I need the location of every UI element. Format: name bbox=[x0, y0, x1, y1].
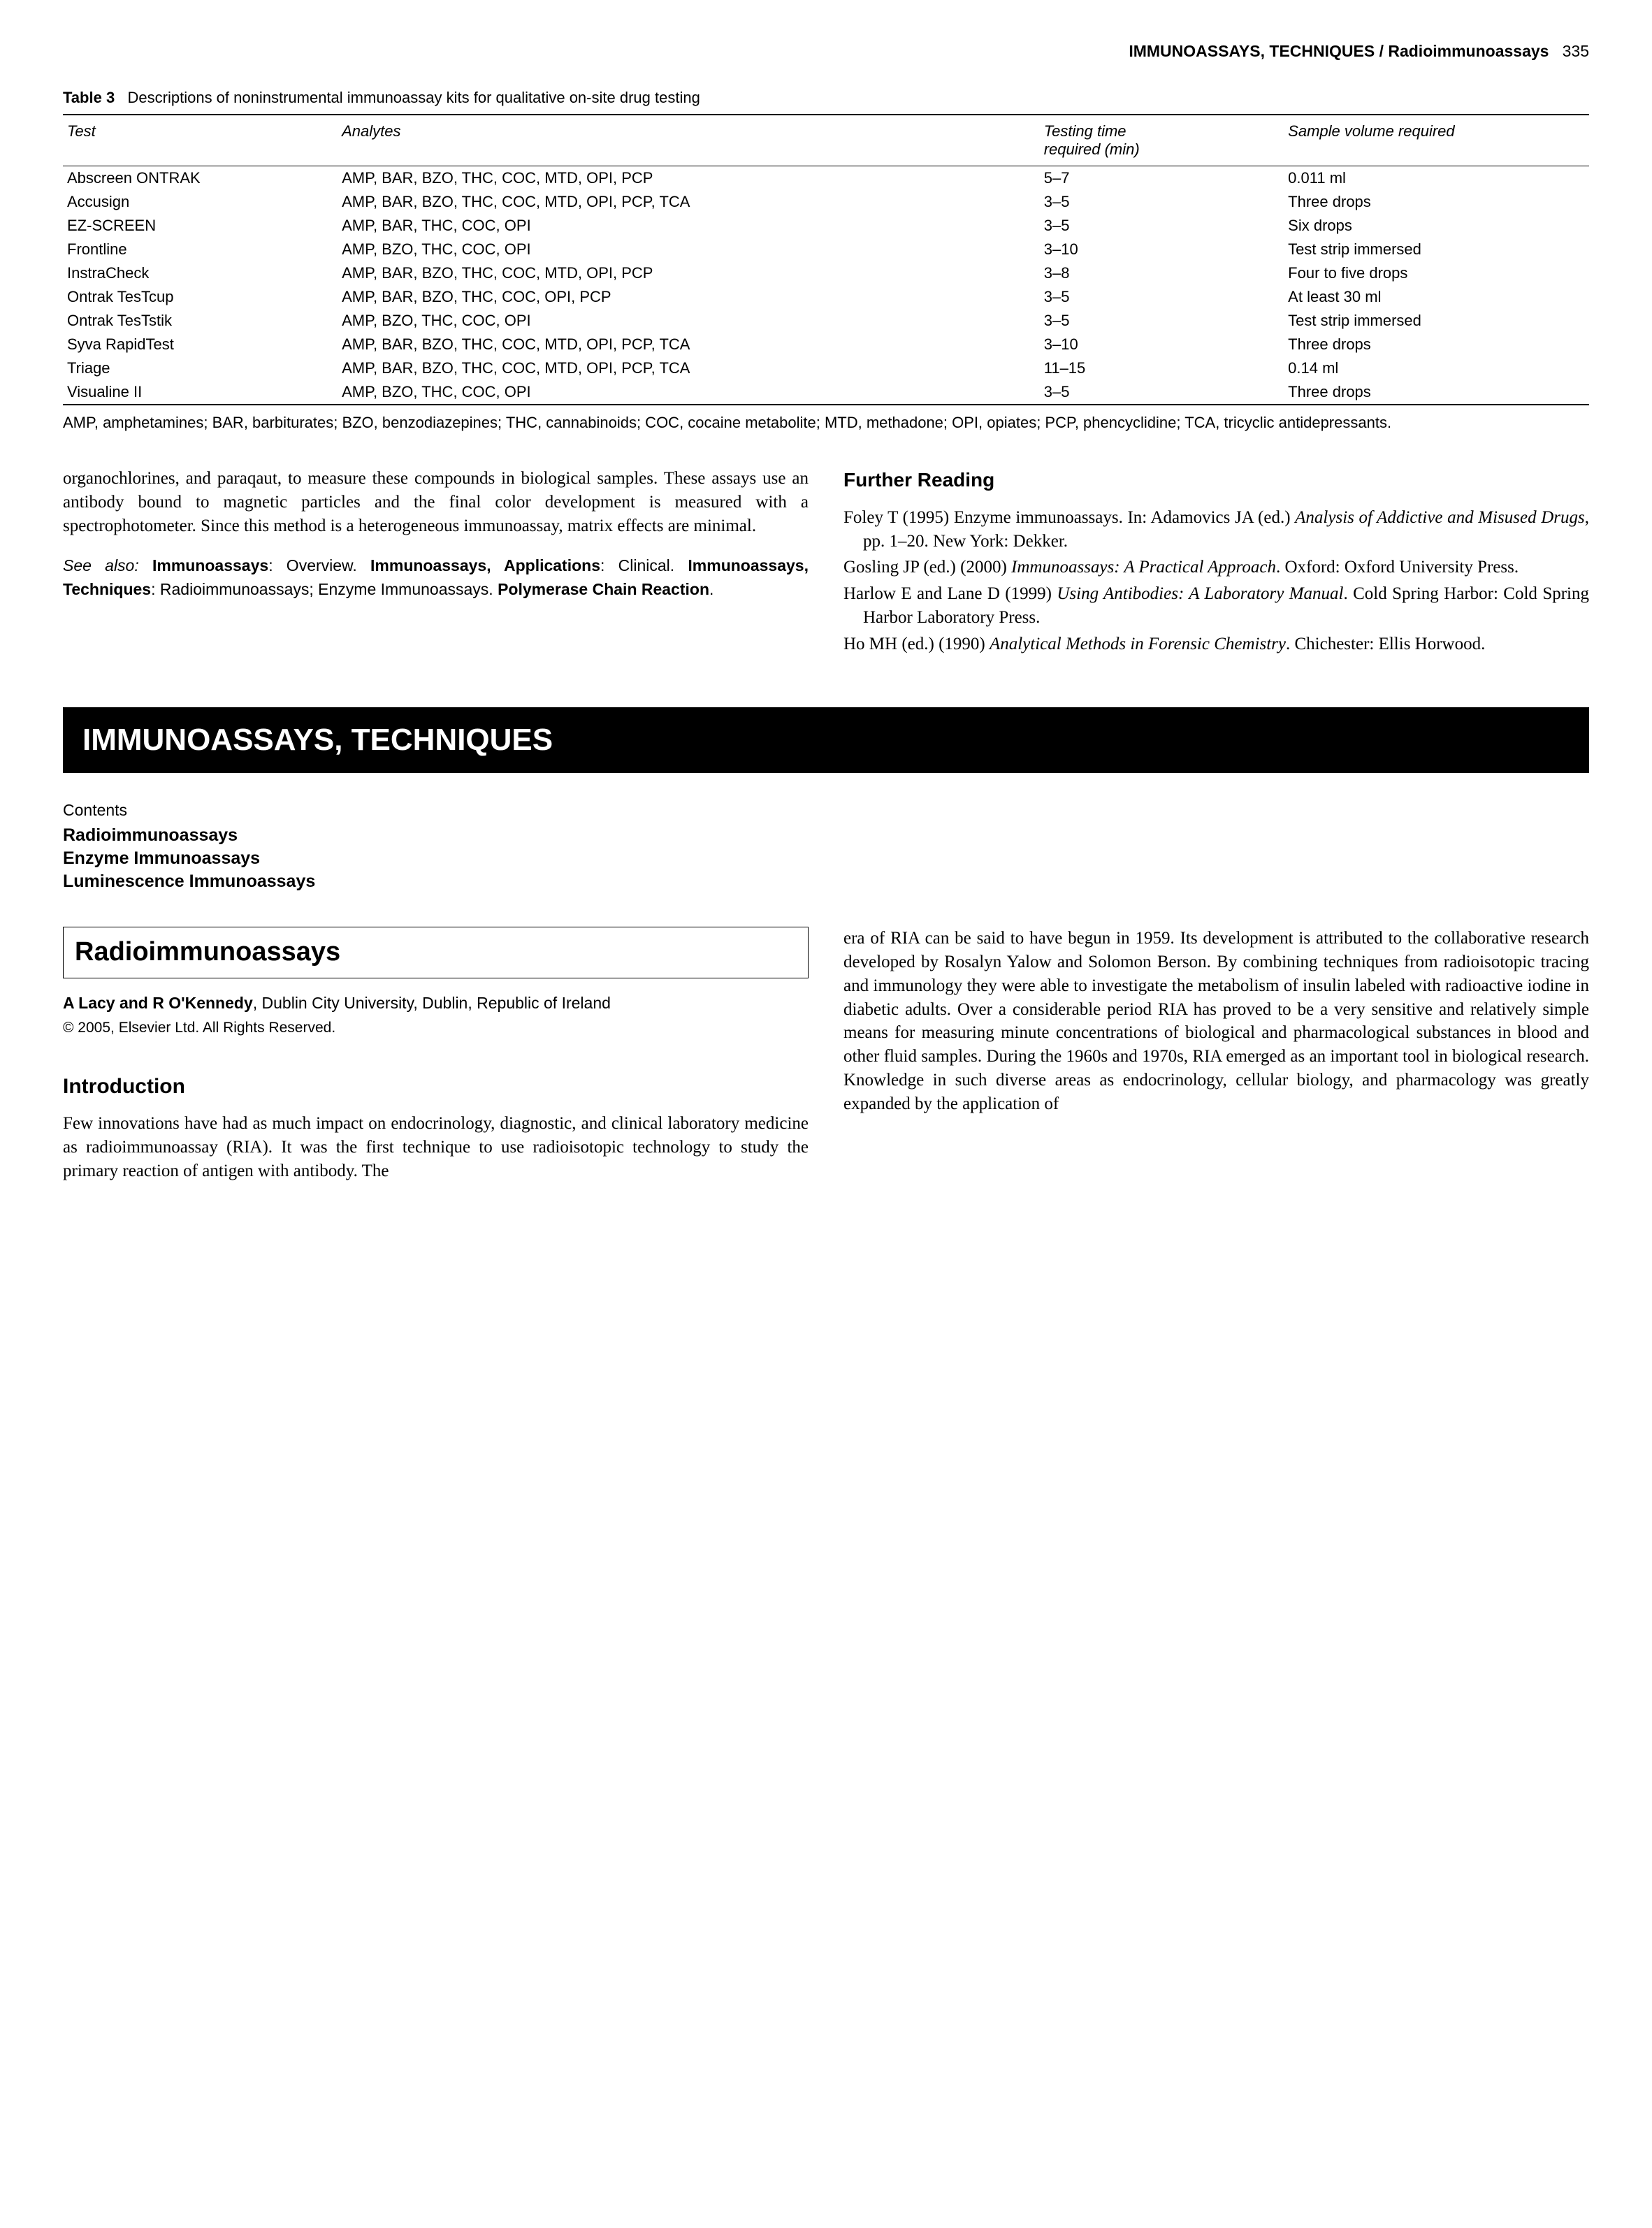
see-also-b2: Immunoassays, Applications bbox=[370, 556, 600, 574]
table-3: TestAnalytesTesting timerequired (min)Sa… bbox=[63, 114, 1589, 405]
table-cell: AMP, BAR, BZO, THC, COC, MTD, OPI, PCP, … bbox=[338, 190, 1040, 214]
table-cell: AMP, BAR, THC, COC, OPI bbox=[338, 214, 1040, 238]
intro-right-text: era of RIA can be said to have begun in … bbox=[843, 927, 1589, 1115]
running-head-title: IMMUNOASSAYS, TECHNIQUES / Radioimmunoas… bbox=[1129, 42, 1549, 60]
table-cell: 3–8 bbox=[1040, 261, 1284, 285]
reference-item: Foley T (1995) Enzyme immunoassays. In: … bbox=[843, 506, 1589, 554]
table-cell: Visualine II bbox=[63, 380, 338, 405]
table-cell: Test strip immersed bbox=[1284, 309, 1589, 333]
left-column: organochlorines, and paraqaut, to measur… bbox=[63, 467, 809, 658]
table-cell: 0.14 ml bbox=[1284, 356, 1589, 380]
table-row: Abscreen ONTRAKAMP, BAR, BZO, THC, COC, … bbox=[63, 166, 1589, 191]
article-left-column: Radioimmunoassays A Lacy and R O'Kennedy… bbox=[63, 927, 809, 1182]
article-title: Radioimmunoassays bbox=[75, 934, 797, 970]
reference-item: Gosling JP (ed.) (2000) Immunoassays: A … bbox=[843, 556, 1589, 579]
table-cell: 3–5 bbox=[1040, 214, 1284, 238]
reference-item: Harlow E and Lane D (1999) Using Antibod… bbox=[843, 582, 1589, 630]
table-footnote: AMP, amphetamines; BAR, barbiturates; BZ… bbox=[63, 414, 1589, 432]
table-cell: AMP, BZO, THC, COC, OPI bbox=[338, 309, 1040, 333]
table-cell: Syva RapidTest bbox=[63, 333, 338, 356]
table-cell: AMP, BZO, THC, COC, OPI bbox=[338, 238, 1040, 261]
table-cell: AMP, BAR, BZO, THC, COC, MTD, OPI, PCP bbox=[338, 166, 1040, 191]
table-row: Visualine IIAMP, BZO, THC, COC, OPI3–5Th… bbox=[63, 380, 1589, 405]
see-also: See also: Immunoassays: Overview. Immuno… bbox=[63, 554, 809, 601]
table-row: EZ-SCREENAMP, BAR, THC, COC, OPI3–5Six d… bbox=[63, 214, 1589, 238]
body-paragraph: organochlorines, and paraqaut, to measur… bbox=[63, 467, 809, 537]
table-cell: Frontline bbox=[63, 238, 338, 261]
intro-left-text: Few innovations have had as much impact … bbox=[63, 1112, 809, 1182]
introduction-heading: Introduction bbox=[63, 1073, 809, 1101]
table-cell: Test strip immersed bbox=[1284, 238, 1589, 261]
see-also-b4: Polymerase Chain Reaction bbox=[498, 580, 709, 598]
table-cell: Triage bbox=[63, 356, 338, 380]
table-cell: Ontrak TesTstik bbox=[63, 309, 338, 333]
table-cell: 0.011 ml bbox=[1284, 166, 1589, 191]
table-row: Ontrak TesTstikAMP, BZO, THC, COC, OPI3–… bbox=[63, 309, 1589, 333]
reference-item: Ho MH (ed.) (1990) Analytical Methods in… bbox=[843, 632, 1589, 656]
table-cell: AMP, BZO, THC, COC, OPI bbox=[338, 380, 1040, 405]
table-cell: At least 30 ml bbox=[1284, 285, 1589, 309]
contents-label: Contents bbox=[63, 801, 1589, 820]
table-cell: 3–10 bbox=[1040, 333, 1284, 356]
table-row: AccusignAMP, BAR, BZO, THC, COC, MTD, OP… bbox=[63, 190, 1589, 214]
table-cell: 3–5 bbox=[1040, 190, 1284, 214]
table-cell: AMP, BAR, BZO, THC, COC, OPI, PCP bbox=[338, 285, 1040, 309]
table-cell: 11–15 bbox=[1040, 356, 1284, 380]
right-column: Further Reading Foley T (1995) Enzyme im… bbox=[843, 467, 1589, 658]
article-right-column: era of RIA can be said to have begun in … bbox=[843, 927, 1589, 1182]
contents-block: Contents RadioimmunoassaysEnzyme Immunoa… bbox=[63, 801, 1589, 892]
table-caption-text: Descriptions of noninstrumental immunoas… bbox=[128, 89, 700, 106]
table-column-header: Analytes bbox=[338, 115, 1040, 166]
contents-item: Enzyme Immunoassays bbox=[63, 848, 1589, 869]
table-caption: Table 3 Descriptions of noninstrumental … bbox=[63, 89, 1589, 107]
further-reading-heading: Further Reading bbox=[843, 467, 1589, 493]
table-label: Table 3 bbox=[63, 89, 115, 106]
contents-item: Luminescence Immunoassays bbox=[63, 871, 1589, 892]
authors-affiliation: , Dublin City University, Dublin, Republ… bbox=[253, 994, 611, 1012]
table-cell: EZ-SCREEN bbox=[63, 214, 338, 238]
table-row: Syva RapidTestAMP, BAR, BZO, THC, COC, M… bbox=[63, 333, 1589, 356]
table-row: TriageAMP, BAR, BZO, THC, COC, MTD, OPI,… bbox=[63, 356, 1589, 380]
table-cell: Three drops bbox=[1284, 333, 1589, 356]
page-number: 335 bbox=[1563, 42, 1589, 60]
table-cell: InstraCheck bbox=[63, 261, 338, 285]
table-cell: 3–5 bbox=[1040, 285, 1284, 309]
table-column-header: Test bbox=[63, 115, 338, 166]
table-cell: AMP, BAR, BZO, THC, COC, MTD, OPI, PCP, … bbox=[338, 356, 1040, 380]
copyright: © 2005, Elsevier Ltd. All Rights Reserve… bbox=[63, 1018, 809, 1038]
table-cell: Abscreen ONTRAK bbox=[63, 166, 338, 191]
table-cell: Four to five drops bbox=[1284, 261, 1589, 285]
authors: A Lacy and R O'Kennedy, Dublin City Univ… bbox=[63, 992, 809, 1014]
table-cell: Accusign bbox=[63, 190, 338, 214]
article-title-box: Radioimmunoassays bbox=[63, 927, 809, 978]
table-cell: AMP, BAR, BZO, THC, COC, MTD, OPI, PCP bbox=[338, 261, 1040, 285]
table-row: FrontlineAMP, BZO, THC, COC, OPI3–10Test… bbox=[63, 238, 1589, 261]
see-also-prefix: See also: bbox=[63, 556, 139, 574]
table-cell: Three drops bbox=[1284, 190, 1589, 214]
table-column-header: Sample volume required bbox=[1284, 115, 1589, 166]
table-cell: 3–10 bbox=[1040, 238, 1284, 261]
table-cell: 5–7 bbox=[1040, 166, 1284, 191]
table-cell: AMP, BAR, BZO, THC, COC, MTD, OPI, PCP, … bbox=[338, 333, 1040, 356]
table-cell: 3–5 bbox=[1040, 380, 1284, 405]
table-cell: 3–5 bbox=[1040, 309, 1284, 333]
table-cell: Ontrak TesTcup bbox=[63, 285, 338, 309]
running-head: IMMUNOASSAYS, TECHNIQUES / Radioimmunoas… bbox=[63, 42, 1589, 61]
see-also-b1: Immunoassays bbox=[139, 556, 268, 574]
table-column-header: Testing timerequired (min) bbox=[1040, 115, 1284, 166]
table-header-row: TestAnalytesTesting timerequired (min)Sa… bbox=[63, 115, 1589, 166]
authors-names: A Lacy and R O'Kennedy bbox=[63, 994, 253, 1012]
contents-item: Radioimmunoassays bbox=[63, 825, 1589, 846]
table-cell: Six drops bbox=[1284, 214, 1589, 238]
section-banner: IMMUNOASSAYS, TECHNIQUES bbox=[63, 707, 1589, 773]
table-cell: Three drops bbox=[1284, 380, 1589, 405]
table-row: Ontrak TesTcupAMP, BAR, BZO, THC, COC, O… bbox=[63, 285, 1589, 309]
table-row: InstraCheckAMP, BAR, BZO, THC, COC, MTD,… bbox=[63, 261, 1589, 285]
